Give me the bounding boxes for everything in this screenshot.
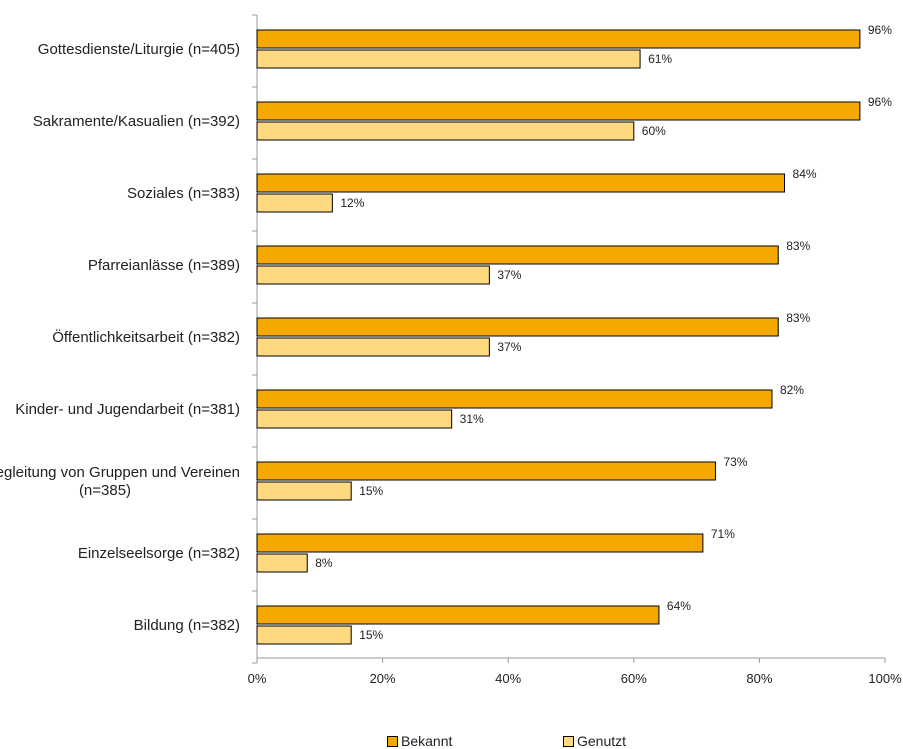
bar-genutzt: [256, 121, 635, 141]
value-label-bekannt: 64%: [667, 599, 691, 613]
category-label: Soziales (n=383): [127, 185, 240, 202]
value-label-bekannt: 84%: [793, 167, 817, 181]
bar-genutzt: [256, 625, 352, 645]
value-label-genutzt: 15%: [359, 628, 383, 642]
value-label-genutzt: 37%: [497, 268, 521, 282]
bar-genutzt: [256, 481, 352, 501]
value-label-genutzt: 61%: [648, 52, 672, 66]
legend-swatch-bekannt: [387, 735, 398, 747]
legend-swatch-genutzt: [563, 735, 574, 747]
category-label: Öffentlichkeitsarbeit (n=382): [52, 328, 240, 346]
value-label-genutzt: 60%: [642, 124, 666, 138]
bar-chart: 0% 20% 40% 60% 80% 100% Gottesdienste/Liturgie…: [0, 14, 902, 686]
x-tick-label: 80%: [746, 671, 772, 686]
x-tick-label: 20%: [370, 671, 396, 686]
legend-label-genutzt: Genutzt: [577, 733, 627, 749]
value-label-genutzt: 12%: [340, 196, 364, 210]
value-label-bekannt: 96%: [868, 95, 892, 109]
x-tick-label: 100%: [868, 671, 902, 686]
category-label: Begleitung von Gruppen und Vereinen: [0, 464, 240, 481]
bar-bekannt: [256, 605, 660, 625]
category-label: (n=385): [79, 482, 131, 499]
value-label-genutzt: 8%: [315, 556, 333, 570]
category-label: Kinder- und Jugendarbeit (n=381): [15, 401, 240, 418]
legend-item-genutzt: Genutzt: [563, 733, 626, 749]
value-label-genutzt: 15%: [359, 484, 383, 498]
value-label-genutzt: 37%: [497, 340, 521, 354]
value-label-genutzt: 31%: [460, 412, 484, 426]
bar-bekannt: [256, 533, 704, 553]
category-label: Pfarreianlässe (n=389): [88, 257, 240, 274]
bar-bekannt: [256, 317, 779, 337]
x-tick-label: 0%: [248, 671, 267, 686]
bar-bekannt: [256, 245, 779, 265]
bar-genutzt: [256, 193, 333, 213]
value-label-bekannt: 71%: [711, 527, 735, 541]
bar-genutzt: [256, 49, 641, 69]
category-label: Einzelseelsorge (n=382): [78, 545, 240, 562]
category-label: Bildung (n=382): [134, 617, 240, 634]
bar-genutzt: [256, 265, 490, 285]
category-label: Sakramente/Kasualien (n=392): [33, 113, 240, 130]
bar-bekannt: [256, 389, 773, 409]
legend-item-bekannt: Bekannt: [387, 733, 452, 749]
bar-genutzt: [256, 409, 453, 429]
value-label-bekannt: 83%: [786, 311, 810, 325]
category-label: Gottesdienste/Liturgie (n=405): [38, 41, 240, 58]
bar-genutzt: [256, 337, 490, 357]
value-label-bekannt: 82%: [780, 383, 804, 397]
bar-genutzt: [256, 553, 308, 573]
legend-label-bekannt: Bekannt: [401, 733, 453, 749]
value-label-bekannt: 73%: [723, 455, 747, 469]
bar-bekannt: [256, 461, 716, 481]
chart-legend: Bekannt Genutzt: [0, 733, 903, 749]
bar-bekannt: [256, 173, 786, 193]
value-label-bekannt: 96%: [868, 23, 892, 37]
bar-bekannt: [256, 101, 861, 121]
x-tick-label: 60%: [621, 671, 647, 686]
value-label-bekannt: 83%: [786, 239, 810, 253]
bar-bekannt: [256, 29, 861, 49]
x-tick-label: 40%: [495, 671, 521, 686]
